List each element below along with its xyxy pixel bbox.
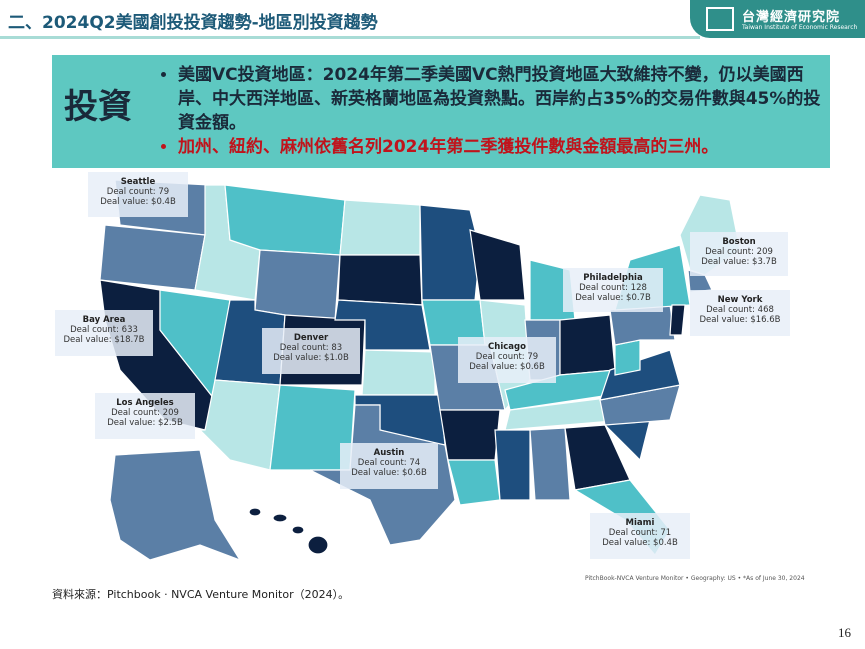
deal-value: Deal value: $0.4B: [100, 197, 176, 207]
city-name: Miami: [625, 518, 655, 528]
map-footnote: PitchBook-NVCA Venture Monitor • Geograp…: [585, 575, 805, 582]
deal-value: Deal value: $0.6B: [351, 468, 427, 478]
city-callout: Denver Deal count: 83 Deal value: $1.0B: [262, 328, 360, 374]
deal-count: Deal count: 209: [111, 408, 179, 418]
deal-value: Deal value: $1.0B: [273, 353, 349, 363]
deal-count: Deal count: 79: [475, 352, 539, 362]
deal-count: Deal count: 209: [705, 247, 773, 257]
deal-count: Deal count: 128: [579, 283, 647, 293]
deal-value: Deal value: $0.7B: [575, 293, 651, 303]
summary-box: 投資 美國VC投資地區：2024年第二季美國VC熱門投資地區大致維持不變，仍以美…: [52, 55, 830, 168]
logo-name: 台灣經濟研究院: [742, 10, 841, 25]
city-callout: Bay Area Deal count: 633 Deal value: $18.7…: [55, 310, 153, 356]
city-name: Chicago: [488, 342, 526, 352]
deal-value: Deal value: $3.7B: [701, 257, 777, 267]
deal-count: Deal count: 633: [70, 325, 138, 335]
city-name: Seattle: [120, 177, 156, 187]
city-name: Denver: [293, 333, 329, 343]
city-callout: Austin Deal count: 74 Deal value: $0.6B: [340, 443, 438, 489]
city-name: New York: [717, 295, 763, 305]
city-name: Boston: [722, 237, 756, 247]
city-callout: Seattle Deal count: 79 Deal value: $0.4B: [88, 172, 188, 217]
page-number: 16: [838, 625, 851, 640]
bullet: 美國VC投資地區：2024年第二季美國VC熱門投資地區大致維持不變，仍以美國西岸…: [178, 63, 828, 135]
deal-value: Deal value: $0.6B: [469, 362, 545, 372]
slide-title: 二、2024Q2美國創投投資趨勢-地區別投資趨勢: [8, 13, 378, 33]
deal-value: Deal value: $2.5B: [107, 418, 183, 428]
city-name: Los Angeles: [116, 398, 174, 408]
states: [99, 179, 741, 562]
city-callout: Boston Deal count: 209 Deal value: $3.7B: [690, 232, 788, 276]
deal-value: Deal value: $18.7B: [63, 335, 145, 345]
city-name: Philadelphia: [583, 273, 643, 283]
city-name: Austin: [373, 448, 405, 458]
deal-value: Deal value: $0.4B: [602, 538, 678, 548]
logo-subtitle: Taiwan Institute of Economic Research: [742, 24, 858, 31]
city-callout: New York Deal count: 468 Deal value: $16.6…: [690, 290, 790, 336]
deal-count: Deal count: 79: [106, 187, 170, 197]
deal-count: Deal count: 71: [608, 528, 672, 538]
bullet: 加州、紐約、麻州依舊名列2024年第二季獲投件數與金額最高的三州。: [178, 135, 828, 159]
deal-count: Deal count: 74: [357, 458, 421, 468]
logo-icon: [706, 7, 734, 31]
source: 資料來源：Pitchbook · NVCA Venture Monitor（20…: [52, 588, 350, 601]
city-callout: Chicago Deal count: 79 Deal value: $0.6B: [458, 337, 556, 383]
header-rule: [0, 36, 700, 39]
city-callout: Miami Deal count: 71 Deal value: $0.4B: [590, 513, 690, 559]
summary-label: 投資: [64, 87, 132, 127]
deal-count: Deal count: 468: [706, 305, 774, 315]
bullet-list: 美國VC投資地區：2024年第二季美國VC熱門投資地區大致維持不變，仍以美國西岸…: [160, 63, 828, 159]
city-callout: Los Angeles Deal count: 209 Deal value: $2…: [95, 393, 195, 439]
logo: 台灣經濟研究院 Taiwan Institute of Economic Res…: [690, 0, 865, 38]
city-name: Bay Area: [82, 315, 126, 325]
city-callout: Philadelphia Deal count: 128 Deal value: $…: [563, 268, 663, 312]
deal-value: Deal value: $16.6B: [699, 315, 781, 325]
deal-count: Deal count: 83: [279, 343, 343, 353]
